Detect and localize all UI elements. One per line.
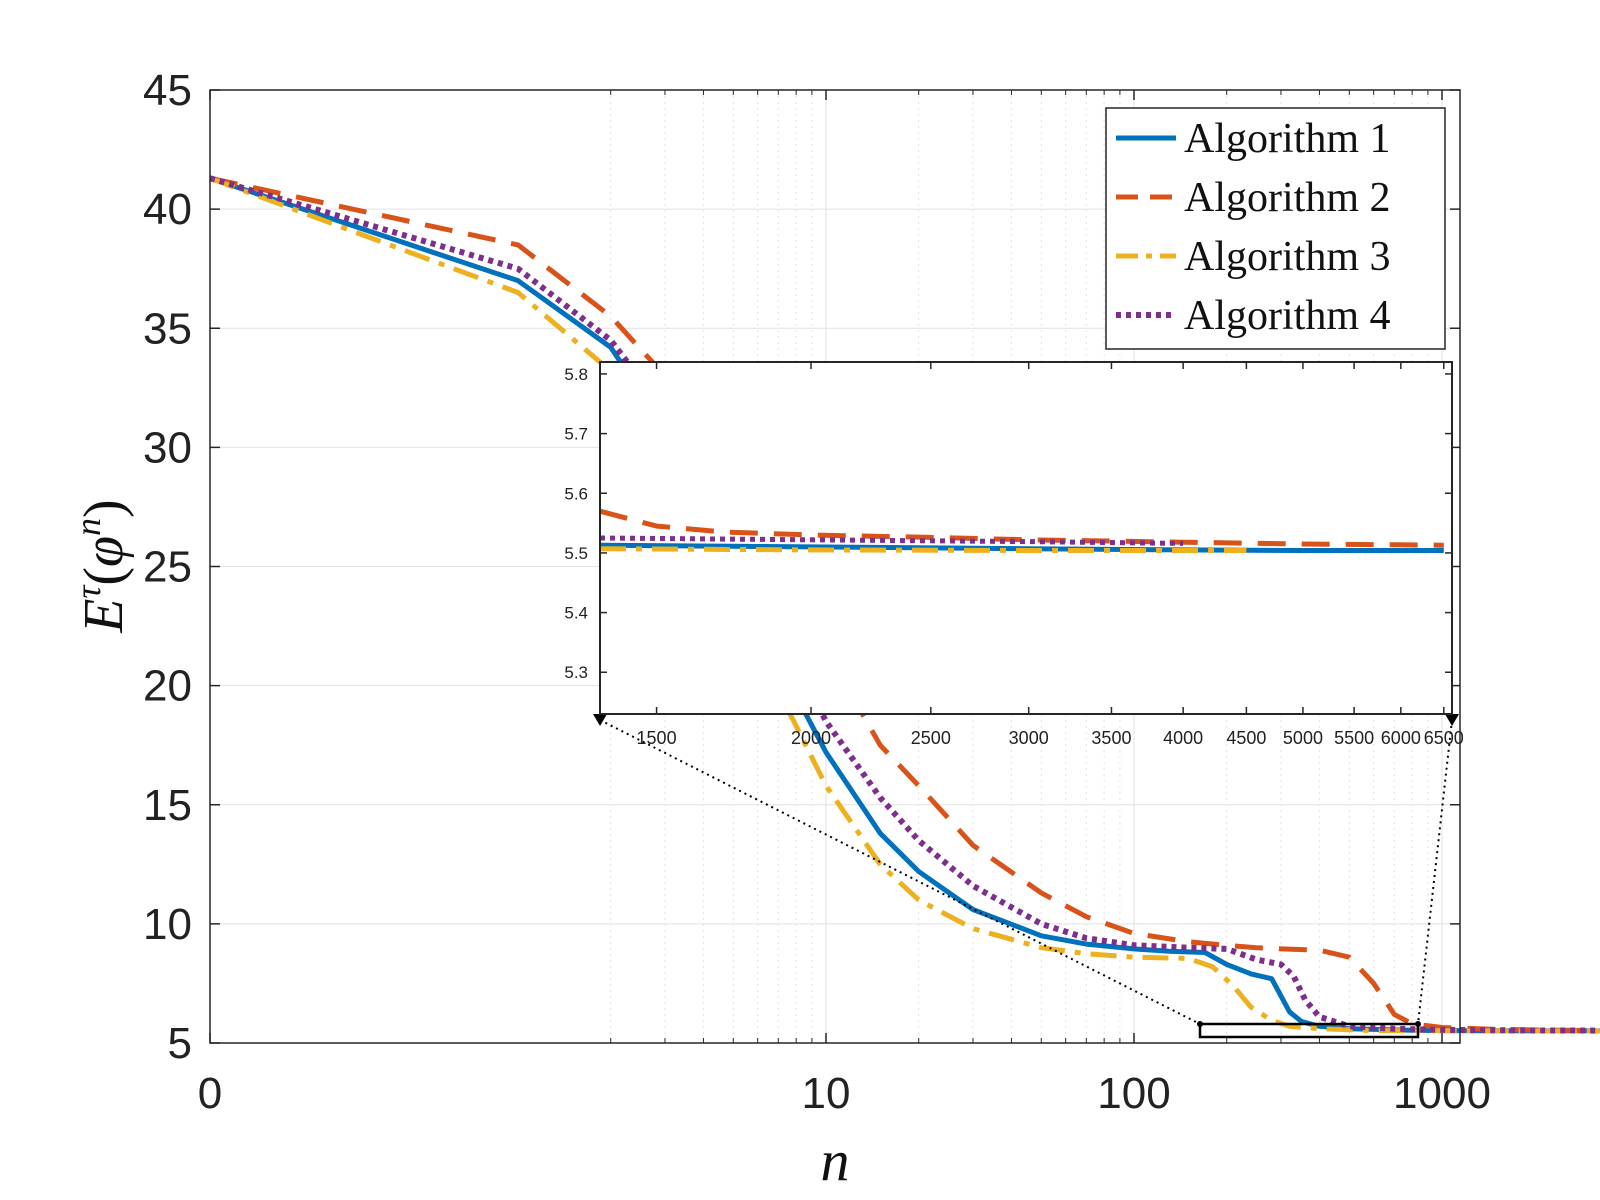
inset-y-tick-label: 5.3 (564, 663, 588, 682)
legend-box (1105, 107, 1446, 350)
inset-y-tick-labels: 5.3 5.4 5.5 5.6 5.7 5.8 (564, 365, 588, 682)
inset-x-tick-label: 4000 (1163, 728, 1203, 748)
x-tick-label: 10 (802, 1069, 851, 1118)
inset-y-tick-label: 5.8 (564, 365, 588, 384)
inset-x-tick-label: 3000 (1009, 728, 1049, 748)
main-ticks (209, 89, 1460, 1044)
y-tick-label: 10 (143, 900, 192, 949)
x-axis-label: n (821, 1128, 850, 1193)
inset-x-tick-label: 4500 (1226, 728, 1266, 748)
inset-x-tick-label: 5000 (1283, 728, 1323, 748)
x-tick-label: 0 (198, 1069, 222, 1118)
y-tick-label: 35 (143, 304, 192, 353)
y-label-close: ) (73, 499, 135, 518)
y-tick-label: 5 (168, 1019, 192, 1068)
y-tick-label: 40 (143, 185, 192, 234)
inset-y-tick-label: 5.6 (564, 484, 588, 503)
x-tick-label: 1000 (1393, 1069, 1491, 1118)
main-x-tick-labels: 0 10 100 1000 (198, 1069, 1491, 1118)
inset-x-tick-label: 6000 (1381, 728, 1421, 748)
connector-arrow-left (593, 714, 607, 726)
inset-y-tick-label: 5.7 (564, 425, 588, 444)
inset-y-tick-label: 5.5 (564, 544, 588, 563)
zoom-anchor-left (1197, 1021, 1203, 1027)
connector-arrow-right (1445, 714, 1459, 726)
inset-x-tick-label: 3500 (1091, 728, 1131, 748)
zoom-connector-left (599, 719, 1201, 1025)
x-tick-label: 100 (1097, 1069, 1170, 1118)
inset-x-tick-labels: 1500 2000 2500 3000 3500 4000 4500 5000 5500 6000… (637, 728, 1464, 748)
y-tick-label: 45 (143, 66, 192, 115)
y-tick-label: 25 (143, 543, 192, 592)
series-line-algorithm-4 (209, 175, 1600, 1034)
inset-area (600, 362, 1452, 714)
y-label-open: ( (73, 567, 135, 586)
inset-x-tick-label: 6500 (1424, 728, 1464, 748)
y-axis-label: Eτ(φn) (68, 499, 135, 633)
y-label-sup: τ (68, 584, 108, 598)
zoom-box (1198, 1022, 1420, 1039)
inset-x-tick-label: 2000 (791, 728, 831, 748)
main-y-tick-labels: 5 10 15 20 25 30 35 40 45 (143, 66, 192, 1068)
y-label-argsup: n (68, 518, 108, 536)
inset-series (599, 508, 1444, 553)
inset-x-tick-label: 5500 (1334, 728, 1374, 748)
legend-label: Algorithm 2 (1184, 175, 1391, 221)
inset-ticks (600, 362, 1452, 714)
legend-label: Algorithm 3 (1184, 234, 1391, 280)
legend-label: Algorithm 1 (1184, 116, 1391, 162)
y-tick-label: 30 (143, 423, 192, 472)
inset-x-tick-label: 1500 (637, 728, 677, 748)
y-tick-label: 20 (143, 662, 192, 711)
legend: Algorithm 1 Algorithm 2 Algorithm 3 Algorit… (1116, 116, 1391, 339)
y-tick-label: 15 (143, 781, 192, 830)
inset-y-tick-label: 5.4 (564, 604, 588, 623)
inset-frame (599, 361, 1453, 715)
zoom-anchor-right (1415, 1021, 1421, 1027)
inset-series-line-algorithm-2 (599, 508, 1444, 548)
legend-label: Algorithm 4 (1184, 293, 1391, 339)
inset-x-tick-label: 2500 (911, 728, 951, 748)
y-label-arg: φ (73, 536, 135, 567)
series-line-algorithm-2 (209, 175, 1600, 1034)
y-label-base: E (73, 598, 135, 633)
inset-series-line-algorithm-3 (599, 546, 1247, 553)
